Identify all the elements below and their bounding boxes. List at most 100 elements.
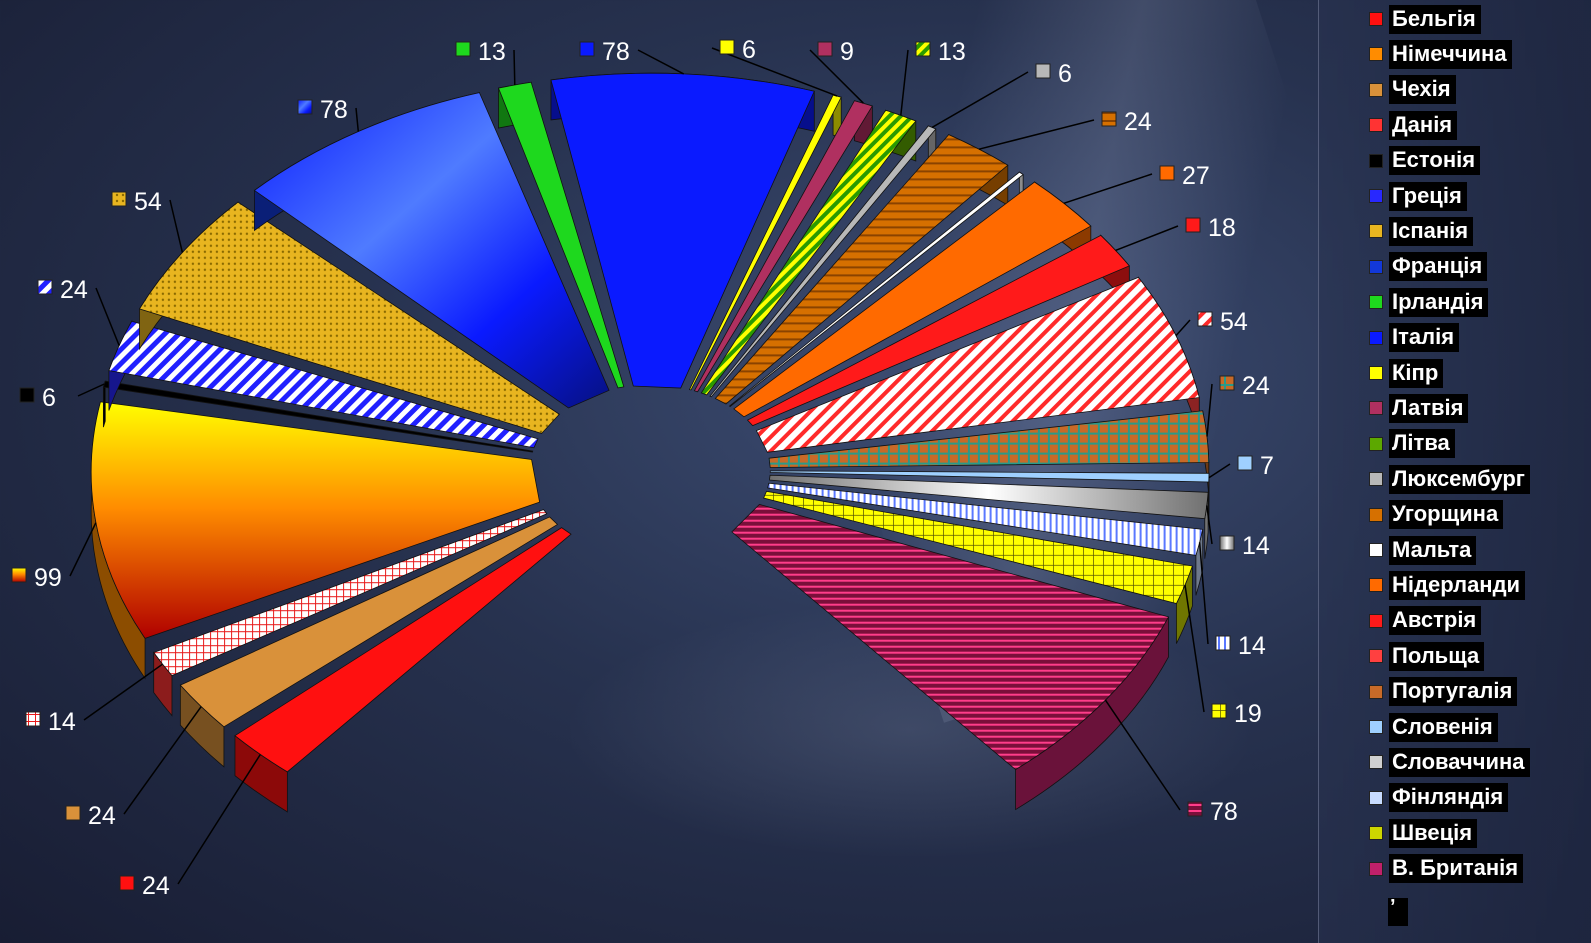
data-label: 19 [1234, 700, 1262, 728]
data-label-leader [1063, 173, 1153, 205]
legend-label: Люксембург [1389, 464, 1530, 494]
legend-swatch [1369, 366, 1383, 380]
slice-top-24 [763, 490, 1193, 605]
legend-swatch [1369, 330, 1383, 345]
legend-item: Данія [1369, 110, 1458, 140]
slice-5 [102, 380, 534, 453]
data-label-leader [177, 754, 261, 885]
data-label-leader [123, 706, 202, 815]
data-label-swatch [1237, 455, 1253, 471]
slice-6 [108, 319, 539, 449]
slice-15 [714, 134, 1009, 405]
legend-label: Словаччина [1389, 747, 1530, 777]
legend-item: Франція [1369, 252, 1488, 282]
slice-2 [179, 516, 559, 768]
data-label-swatch [11, 567, 27, 583]
legend-swatch [1369, 12, 1383, 26]
legend-label: Німеччина [1389, 39, 1512, 69]
data-label-swatch [915, 41, 931, 57]
legend-item: Ірландія [1369, 287, 1489, 317]
slice-top-1 [234, 527, 572, 773]
legend-swatch [1369, 613, 1383, 628]
data-label-swatch [1197, 311, 1213, 327]
legend-swatch [1369, 755, 1383, 770]
data-label-swatch [37, 279, 53, 295]
data-label-leader [978, 119, 1095, 150]
legend-swatch [1369, 401, 1383, 416]
data-label-leader [69, 522, 97, 577]
legend-label: Португалія [1389, 677, 1518, 707]
legend-swatch [1369, 189, 1383, 203]
data-label: 54 [134, 188, 162, 216]
slice-top-15 [714, 134, 1009, 405]
data-label: 24 [1242, 372, 1270, 400]
legend-item: Мальта [1369, 535, 1477, 565]
data-label-leader [1208, 463, 1231, 479]
legend-swatch [1369, 224, 1383, 239]
slice-3 [153, 509, 548, 717]
data-label-leader [95, 287, 120, 346]
data-label-swatch [1035, 63, 1051, 79]
slice-top-12 [693, 100, 873, 393]
legend-label: Нідерланди [1389, 570, 1526, 600]
data-label-leader [900, 49, 909, 116]
slice-top-4 [90, 401, 541, 639]
slice-25 [731, 503, 1170, 811]
data-label-swatch [1219, 535, 1235, 551]
legend-label: Італія [1389, 323, 1460, 353]
data-label-swatch [1219, 375, 1235, 391]
data-label: 27 [1182, 162, 1210, 190]
legend-item: Греція [1369, 181, 1467, 211]
legend-label: Кіпр [1389, 358, 1444, 388]
legend-label: Словенія [1389, 712, 1498, 742]
legend-item: Австрія [1369, 606, 1482, 636]
legend-item: Швеція [1369, 818, 1478, 848]
legend-swatch [1369, 118, 1383, 133]
legend-extra-mark: ’ [1388, 897, 1408, 926]
slice-10 [550, 72, 815, 389]
data-label: 24 [88, 802, 116, 830]
legend-swatch [1369, 82, 1383, 97]
slice-24 [763, 490, 1193, 644]
data-label-leader [1198, 542, 1209, 645]
data-label-swatch [1159, 165, 1175, 181]
legend-item: Німеччина [1369, 39, 1512, 69]
legend-item: Чехія [1369, 75, 1456, 105]
legend-label: Літва [1389, 429, 1455, 459]
legend-item: Кіпр [1369, 358, 1444, 388]
slice-top-25 [731, 503, 1170, 771]
legend-label: Ірландія [1389, 287, 1489, 317]
data-label: 13 [478, 38, 506, 66]
legend-label: Данія [1389, 110, 1458, 140]
legend-swatch [1369, 684, 1383, 699]
data-label: 14 [1242, 532, 1270, 560]
slice-top-5 [102, 380, 534, 453]
data-label-leader [1104, 699, 1181, 811]
legend-item: В. Британія [1369, 854, 1524, 884]
data-label: 14 [1238, 632, 1266, 660]
data-label-leader [83, 663, 163, 721]
legend-item: Італія [1369, 323, 1460, 353]
legend-label: В. Британія [1389, 854, 1524, 884]
legend-swatch [1369, 649, 1383, 664]
slice-7 [138, 201, 560, 434]
slice-20 [768, 410, 1210, 503]
legend-label: Франція [1389, 252, 1488, 282]
slice-19 [755, 276, 1200, 453]
legend-label: Мальта [1389, 535, 1477, 565]
slice-23 [767, 482, 1204, 596]
legend-swatch [1369, 578, 1383, 593]
data-label-swatch [1215, 635, 1231, 651]
data-label-leader [809, 49, 864, 104]
legend-swatch [1369, 543, 1383, 557]
legend-swatch [1369, 507, 1383, 522]
slice-top-19 [755, 276, 1200, 453]
slice-top-9 [497, 81, 625, 389]
legend-swatch [1369, 436, 1383, 451]
legend-swatch [1369, 153, 1383, 168]
data-label: 6 [1058, 60, 1072, 88]
legend-item: Словаччина [1369, 747, 1530, 777]
data-label: 7 [1260, 452, 1274, 480]
data-label-leader [637, 49, 685, 75]
legend-item: Угорщина [1369, 500, 1504, 530]
